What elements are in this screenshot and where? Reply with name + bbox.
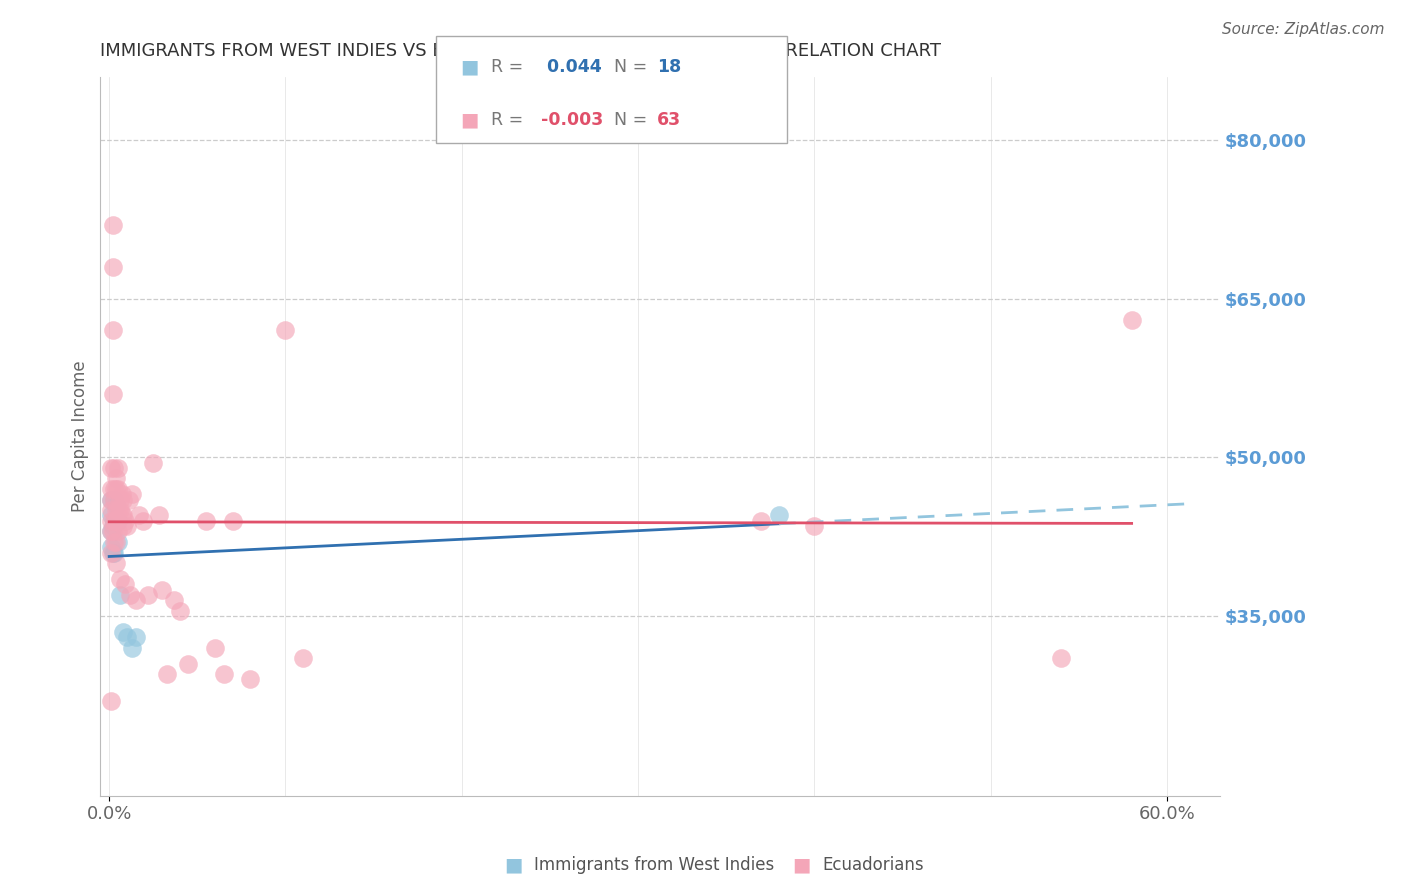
Point [112, 624, 135, 639]
Point [100, 503, 122, 517]
Point [115, 630, 138, 644]
Point [100, 524, 122, 539]
Point [101, 387, 124, 401]
Point [274, 323, 297, 337]
Text: N =: N = [603, 58, 652, 76]
Point [105, 535, 128, 549]
Point [142, 456, 165, 470]
Point [100, 524, 122, 539]
Point [177, 657, 200, 671]
Point [112, 492, 135, 507]
Point [121, 640, 143, 655]
Point [108, 492, 131, 507]
Point [108, 588, 131, 602]
Point [105, 482, 128, 496]
Y-axis label: Per Capita Income: Per Capita Income [72, 360, 89, 512]
Point [136, 588, 159, 602]
Point [120, 588, 142, 602]
Point [124, 630, 146, 644]
Point [101, 323, 124, 337]
Point [150, 582, 173, 597]
Point [105, 556, 128, 570]
Text: Ecuadorians: Ecuadorians [823, 856, 924, 874]
Point [107, 514, 129, 528]
Text: N =: N = [603, 112, 652, 129]
Point [103, 545, 125, 559]
Point [751, 514, 773, 528]
Point [148, 508, 170, 523]
Point [768, 508, 790, 523]
Point [156, 667, 179, 681]
Point [107, 524, 129, 539]
Point [101, 519, 124, 533]
Point [204, 640, 226, 655]
Point [107, 461, 129, 475]
Text: IMMIGRANTS FROM WEST INDIES VS ECUADORIAN PER CAPITA INCOME CORRELATION CHART: IMMIGRANTS FROM WEST INDIES VS ECUADORIA… [100, 42, 942, 60]
Point [107, 482, 129, 496]
Point [108, 503, 131, 517]
Point [100, 482, 122, 496]
Point [195, 514, 218, 528]
Point [110, 487, 132, 501]
Point [103, 514, 125, 528]
Point [101, 260, 124, 274]
Point [105, 503, 128, 517]
Point [103, 492, 125, 507]
Point [100, 540, 122, 554]
Point [112, 508, 135, 523]
Point [114, 577, 136, 591]
Text: Immigrants from West Indies: Immigrants from West Indies [534, 856, 775, 874]
Text: -0.003: -0.003 [541, 112, 603, 129]
Point [107, 503, 129, 517]
Text: ■: ■ [792, 855, 811, 875]
Point [101, 545, 124, 559]
Point [103, 482, 125, 496]
Point [103, 492, 125, 507]
Point [101, 524, 124, 539]
Point [121, 487, 143, 501]
Point [100, 492, 122, 507]
Text: R =: R = [491, 112, 529, 129]
Text: 0.044: 0.044 [541, 58, 602, 76]
Text: ■: ■ [460, 57, 478, 77]
Point [100, 508, 122, 523]
Text: ■: ■ [503, 855, 523, 875]
Point [105, 471, 128, 485]
Point [117, 492, 139, 507]
Point [221, 514, 243, 528]
Point [108, 572, 131, 586]
Point [131, 514, 153, 528]
Point [100, 545, 122, 559]
Point [100, 514, 122, 528]
Point [128, 508, 150, 523]
Point [169, 604, 191, 618]
Point [112, 519, 135, 533]
Point [292, 651, 315, 665]
Point [101, 218, 124, 232]
Point [100, 461, 122, 475]
Point [1121, 313, 1143, 327]
Text: Source: ZipAtlas.com: Source: ZipAtlas.com [1222, 22, 1385, 37]
Point [124, 593, 146, 607]
Point [115, 519, 138, 533]
Point [103, 514, 125, 528]
Point [105, 514, 128, 528]
Point [100, 693, 122, 707]
Point [163, 593, 186, 607]
Point [100, 492, 122, 507]
Point [803, 519, 825, 533]
Point [103, 535, 125, 549]
Point [1050, 651, 1073, 665]
Point [239, 673, 262, 687]
Point [212, 667, 235, 681]
Point [110, 508, 132, 523]
Text: R =: R = [491, 58, 529, 76]
Text: ■: ■ [460, 111, 478, 130]
Point [107, 535, 129, 549]
Text: 18: 18 [657, 58, 681, 76]
Point [103, 461, 125, 475]
Point [105, 498, 128, 512]
Text: 63: 63 [657, 112, 681, 129]
Point [114, 514, 136, 528]
